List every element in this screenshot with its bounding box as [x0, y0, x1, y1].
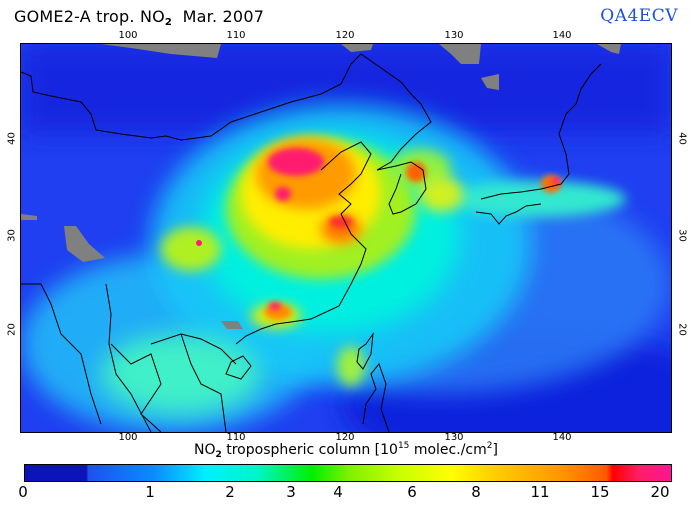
cbar-label-text3: molec./cm — [409, 442, 487, 458]
longitude-tick-label: 110 — [226, 432, 246, 443]
longitude-tick-label: 130 — [444, 30, 464, 41]
latitude-tick-label: 40 — [6, 132, 18, 145]
colorbar-tick-label: 15 — [590, 483, 610, 501]
colorbar-tick-label: 1 — [145, 483, 155, 501]
latitude-axis-right: 40 30 20 — [672, 0, 692, 507]
colorbar — [24, 464, 672, 482]
map-title: GOME2-A trop. NO2 Mar. 2007 — [14, 7, 264, 28]
cbar-label-sup2: 2 — [486, 441, 493, 451]
cbar-label-end: ] — [492, 442, 498, 458]
colorbar-tick-label: 6 — [407, 483, 417, 501]
colorbar-label: NO2 tropospheric column [1015 molec./cm2… — [0, 441, 692, 460]
no2-map — [20, 43, 672, 433]
latitude-tick-label: 30 — [6, 229, 18, 242]
longitude-axis-top: 100 110 120 130 140 — [0, 30, 692, 44]
cbar-label-sup: 15 — [397, 441, 410, 451]
colorbar-tick-label: 11 — [530, 483, 550, 501]
cbar-label-sub: 2 — [215, 450, 222, 460]
longitude-tick-label: 120 — [335, 432, 355, 443]
longitude-tick-label: 140 — [552, 432, 572, 443]
latitude-tick-label: 40 — [676, 132, 688, 145]
latitude-tick-label: 30 — [676, 229, 688, 242]
colorbar-tick-label: 4 — [333, 483, 343, 501]
brand-logo: QA4ECV — [600, 6, 678, 26]
longitude-tick-label: 100 — [118, 432, 138, 443]
title-text: GOME2-A trop. NO — [14, 7, 165, 26]
colorbar-tick-label: 20 — [650, 483, 670, 501]
cbar-label-text: NO — [194, 442, 216, 458]
cbar-label-text2: tropospheric column [10 — [221, 442, 398, 458]
longitude-tick-label: 120 — [335, 30, 355, 41]
colorbar-tick-label: 3 — [286, 483, 296, 501]
title-subscript: 2 — [164, 17, 173, 28]
longitude-tick-label: 110 — [226, 30, 246, 41]
colorbar-ticks: 0 1 2 3 4 6 8 11 15 20 — [0, 483, 692, 503]
latitude-tick-label: 20 — [6, 323, 18, 336]
map-canvas — [21, 44, 671, 432]
longitude-tick-label: 100 — [118, 30, 138, 41]
longitude-axis-bottom: 100 110 120 130 140 — [0, 432, 692, 446]
colorbar-tick-label: 2 — [225, 483, 235, 501]
colorbar-tick-label: 0 — [18, 483, 28, 501]
latitude-tick-label: 20 — [676, 323, 688, 336]
colorbar-tick-label: 8 — [471, 483, 481, 501]
longitude-tick-label: 130 — [444, 432, 464, 443]
title-date: Mar. 2007 — [172, 7, 265, 26]
latitude-axis-left: 40 30 20 — [0, 0, 20, 507]
longitude-tick-label: 140 — [552, 30, 572, 41]
